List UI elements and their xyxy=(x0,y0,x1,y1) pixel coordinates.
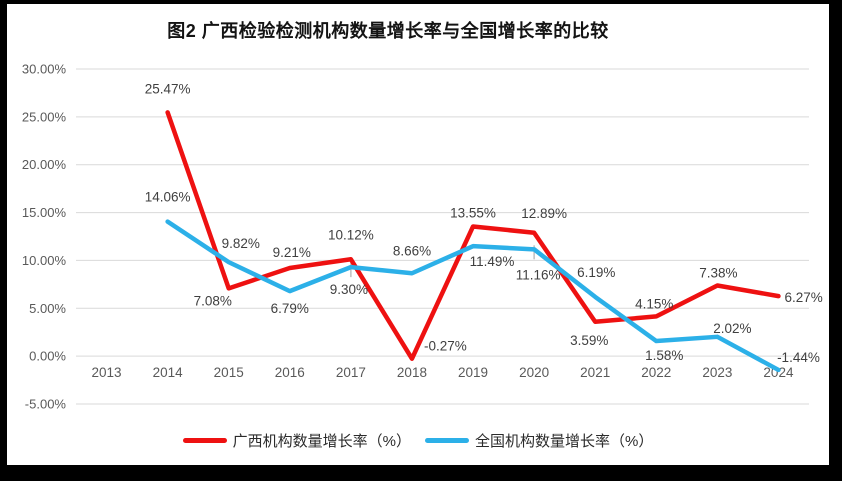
chart-title: 图2 广西检验检测机构数量增长率与全国增长率的比较 xyxy=(167,21,609,41)
data-label-national: 2.02% xyxy=(713,321,751,336)
data-label-national: 6.19% xyxy=(577,265,615,280)
series-line-guangxi xyxy=(165,110,781,361)
data-label-national: 6.79% xyxy=(271,301,309,316)
x-axis-year-label: 2014 xyxy=(153,365,184,380)
y-axis-tick-label: 25.00% xyxy=(22,109,67,124)
chart-legend: 广西机构数量增长率（%） 全国机构数量增长率（%） xyxy=(7,430,829,451)
data-label-guangxi: 7.38% xyxy=(699,266,737,281)
legend-item-guangxi: 广西机构数量增长率（%） xyxy=(182,430,411,451)
data-label-guangxi: 6.27% xyxy=(784,290,822,305)
x-axis-year-label: 2013 xyxy=(92,365,122,380)
y-axis-tick-label: 15.00% xyxy=(22,205,67,220)
data-label-national: 9.82% xyxy=(222,236,260,251)
legend-label-national: 全国机构数量增长率（%） xyxy=(475,433,654,450)
y-axis-tick-label: 0.00% xyxy=(29,349,66,364)
data-label-national: 1.58% xyxy=(645,348,683,363)
x-axis-year-label: 2017 xyxy=(336,365,366,380)
data-label-guangxi: 9.21% xyxy=(273,245,311,260)
data-label-guangxi: 13.55% xyxy=(450,205,496,220)
data-label-guangxi: 7.08% xyxy=(194,293,232,308)
y-axis-tick-label: 20.00% xyxy=(22,157,67,172)
x-axis-year-label: 2018 xyxy=(397,365,427,380)
x-axis-year-label: 2023 xyxy=(702,365,732,380)
y-axis-tick-label: -5.00% xyxy=(25,397,67,412)
data-label-guangxi: 3.59% xyxy=(570,333,608,348)
line-chart: 30.00% 25.00% 20.00% 15.00% 10.00% 5.00% 0.00%… xyxy=(22,62,823,412)
data-label-guangxi: 10.12% xyxy=(328,227,374,242)
guangxi-series-swatch-icon xyxy=(182,438,227,443)
legend-item-national: 全国机构数量增长率（%） xyxy=(425,430,653,451)
legend-label-guangxi: 广西机构数量增长率（%） xyxy=(232,433,411,450)
x-axis-year-label: 2022 xyxy=(641,365,671,380)
x-axis-year-label: 2015 xyxy=(214,365,244,380)
data-label-national: 14.06% xyxy=(145,190,191,205)
series-line-national xyxy=(165,219,781,373)
data-label-guangxi: -0.27% xyxy=(424,339,467,354)
x-axis-year-label: 2024 xyxy=(763,365,794,380)
x-axis-year-label: 2021 xyxy=(580,365,610,380)
data-label-guangxi: 25.47% xyxy=(145,81,191,96)
x-axis-year-label: 2019 xyxy=(458,365,488,380)
x-axis-year-label: 2020 xyxy=(519,365,549,380)
data-label-guangxi: 4.15% xyxy=(635,296,673,311)
y-axis-tick-label: 30.00% xyxy=(22,62,67,77)
data-label-national: 11.49% xyxy=(470,254,515,269)
data-label-national: -1.44% xyxy=(777,350,820,365)
x-axis-year-label: 2016 xyxy=(275,365,305,380)
data-label-guangxi: 12.89% xyxy=(521,206,567,221)
national-series-swatch-icon xyxy=(425,438,469,443)
y-axis-tick-label: 5.00% xyxy=(29,301,66,316)
data-label-national: 9.30% xyxy=(330,282,368,297)
y-axis-tick-label: 10.00% xyxy=(22,253,67,268)
data-label-national: 8.66% xyxy=(393,243,431,258)
data-label-national: 11.16% xyxy=(516,267,561,282)
chart-canvas: 图2 广西检验检测机构数量增长率与全国增长率的比较 30.00% 25.00% 20… xyxy=(7,4,829,465)
